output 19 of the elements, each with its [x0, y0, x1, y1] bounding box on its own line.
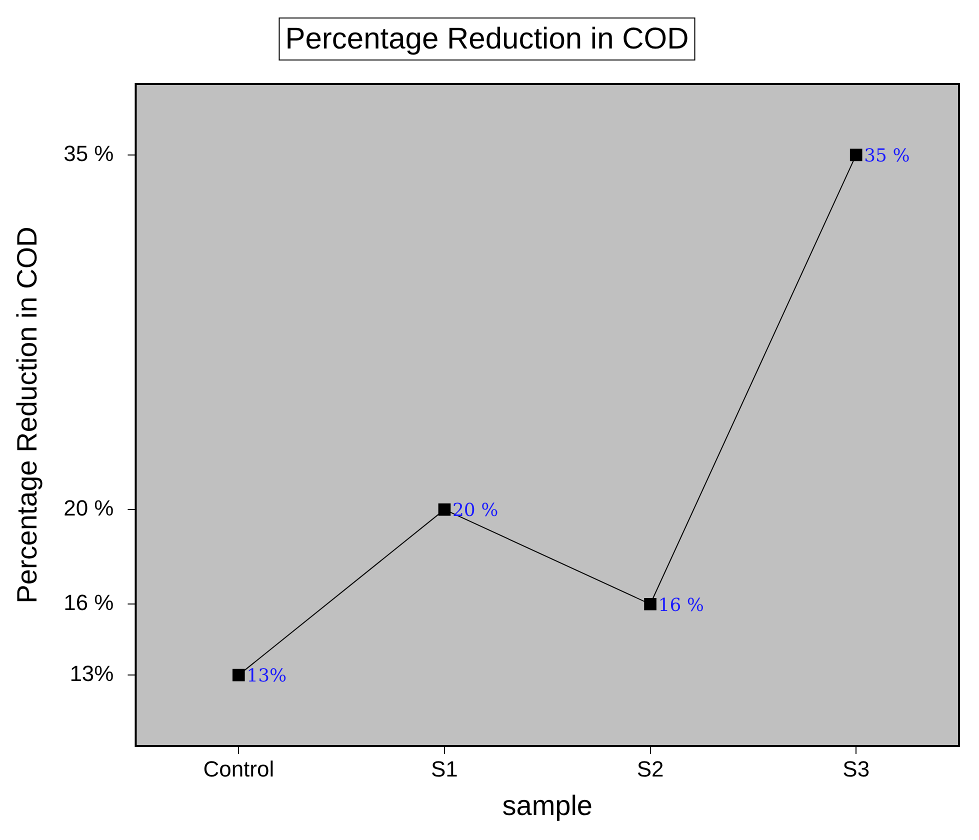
- point: [850, 148, 862, 162]
- x-tick-label: Control: [203, 756, 274, 782]
- x-axis-title: sample: [502, 790, 593, 821]
- data-label: 16 %: [658, 594, 704, 616]
- point: [232, 668, 245, 682]
- y-tick-label: 35 %: [64, 140, 114, 166]
- data-label: 13%: [246, 666, 287, 687]
- chart-title: Percentage Reduction in COD: [285, 22, 689, 56]
- y-tick-label: 20 %: [64, 496, 114, 521]
- y-tick-label: 13%: [70, 661, 114, 686]
- y-tick-label: 16 %: [64, 590, 114, 616]
- point: [644, 598, 656, 610]
- x-tick-label: S1: [431, 756, 458, 782]
- data-label: 35 %: [864, 146, 910, 167]
- point: [438, 503, 451, 516]
- x-tick-label: S2: [636, 756, 664, 782]
- x-tick-label: S3: [842, 756, 870, 782]
- data-label: 20 %: [452, 500, 498, 522]
- y-axis-title: Percentage Reduction in COD: [12, 226, 43, 604]
